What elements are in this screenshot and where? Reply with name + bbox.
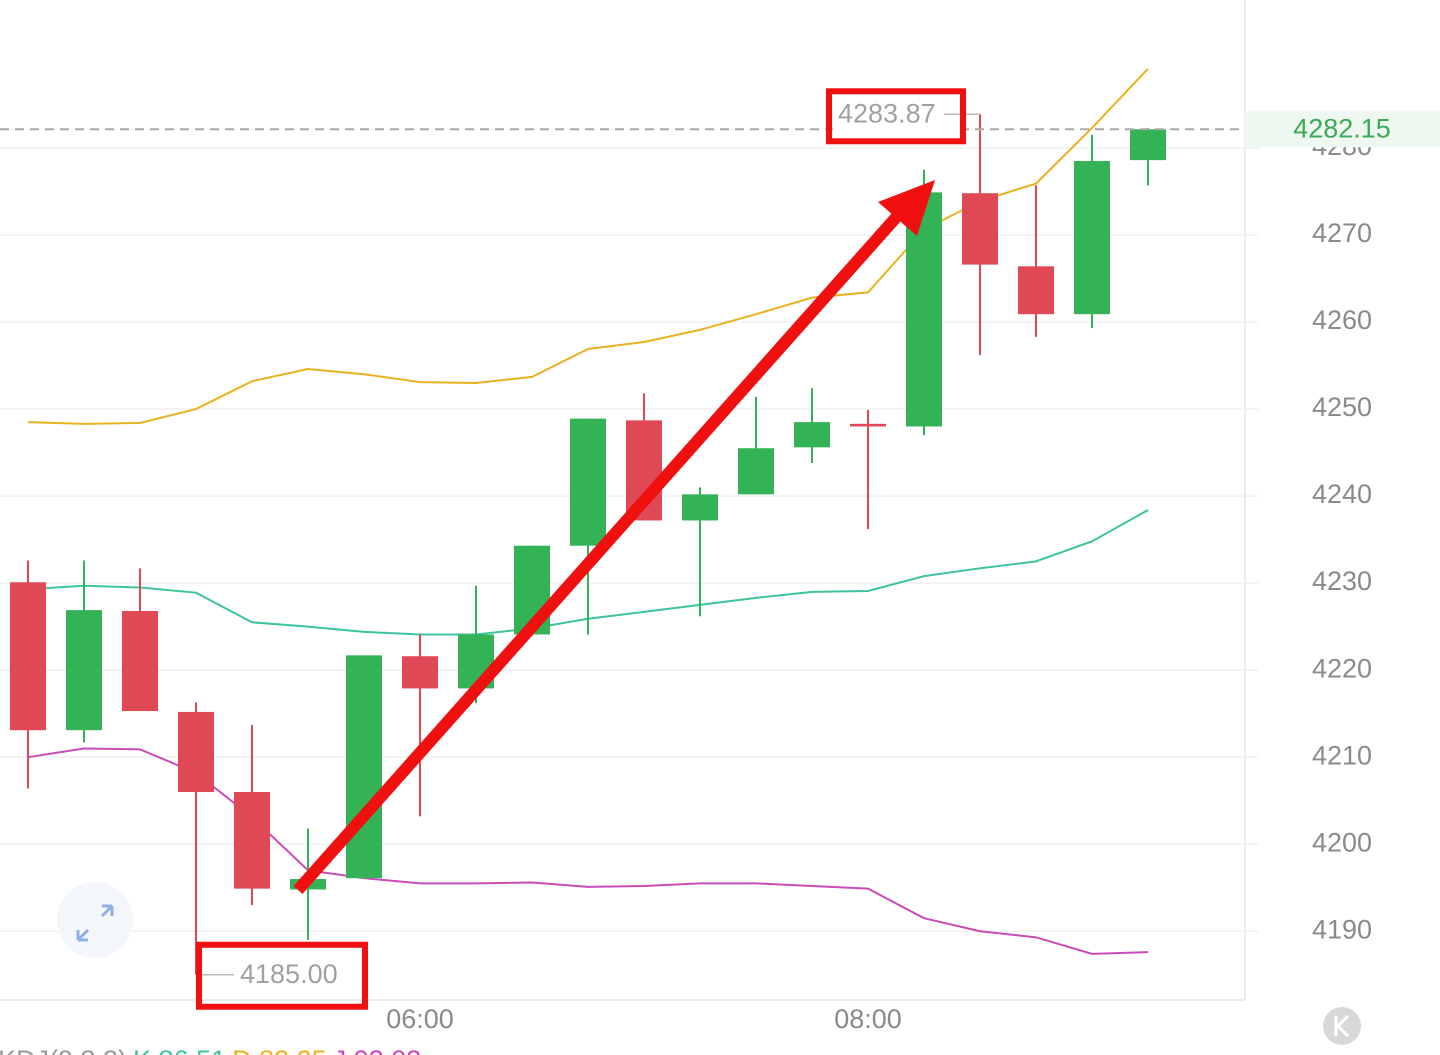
collapse-bg	[1323, 1007, 1361, 1045]
arrow-head	[878, 180, 935, 236]
collapse-icon	[1334, 1014, 1350, 1038]
x-tick-label: 06:00	[386, 1004, 454, 1034]
candle-body	[570, 418, 606, 546]
y-tick-label: 4220	[1312, 653, 1372, 683]
candle-body	[1130, 129, 1166, 161]
high-marker-label: 4283.87	[838, 98, 936, 128]
y-tick-label: 4200	[1312, 827, 1372, 857]
low-marker-label: 4185.00	[240, 959, 338, 989]
arrow-shaft	[293, 209, 905, 894]
y-tick-label: 4190	[1312, 914, 1372, 944]
high-marker-bg	[833, 94, 959, 135]
y-tick-label: 4250	[1312, 392, 1372, 422]
expand-bg	[57, 882, 133, 958]
candle-body	[234, 791, 270, 889]
candle-body	[178, 711, 214, 792]
last-price-bg	[1245, 111, 1440, 148]
y-tick-label: 4240	[1312, 479, 1372, 509]
y-tick-label: 4230	[1312, 566, 1372, 596]
candle-body	[1018, 266, 1054, 315]
y-tick-label: 4210	[1312, 740, 1372, 770]
high-marker-box	[826, 88, 966, 145]
y-tick-label: 4270	[1312, 218, 1372, 248]
indicator-label: KDJ(9,3,3)	[0, 1045, 127, 1055]
candle-body	[1074, 161, 1110, 315]
indicator-label: D:82.25	[232, 1045, 327, 1055]
band-line	[27, 747, 1149, 955]
candle-body	[738, 448, 774, 495]
indicator-label: J:93.03	[333, 1045, 422, 1055]
expand-button[interactable]	[57, 882, 133, 958]
collapse-button[interactable]	[1323, 1007, 1361, 1045]
last-price-label: 4282.15	[1293, 113, 1391, 143]
candle-body	[794, 422, 830, 448]
candle-body	[346, 655, 382, 879]
indicator-strip: KDJ(9,3,3) K:86.51 D:82.25 J:93.03	[0, 1045, 421, 1055]
low-marker-box	[196, 941, 368, 1010]
y-tick-label: 4260	[1312, 305, 1372, 335]
candle-body	[850, 423, 886, 427]
expand-icon	[76, 904, 114, 942]
overlay: 4282.15 4283.87 4185.00 KDJ(9,3,3) K:86.51 D:…	[0, 88, 1440, 1055]
candle-body	[402, 656, 438, 689]
grid: 4190420042104220423042404250426042704280…	[0, 131, 1372, 1034]
candle-body	[10, 582, 46, 731]
indicator-label: K:86.51	[133, 1045, 226, 1055]
candle-body	[682, 494, 718, 521]
candles	[10, 114, 1166, 975]
arrow	[293, 180, 935, 894]
candle-body	[66, 610, 102, 731]
x-tick-label: 08:00	[834, 1004, 902, 1034]
candle-body	[122, 610, 158, 712]
candle-body	[962, 193, 998, 265]
band-line	[27, 68, 1149, 425]
